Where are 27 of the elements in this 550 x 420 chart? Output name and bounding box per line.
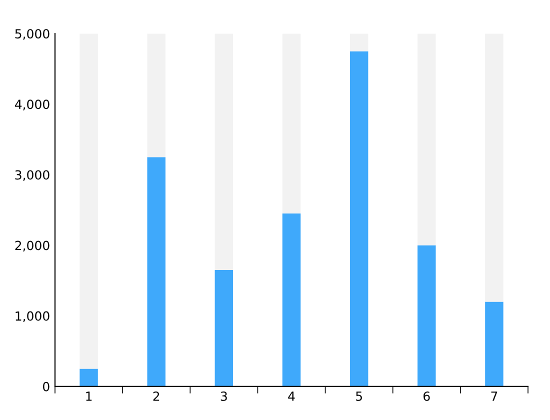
bar <box>80 368 98 386</box>
x-tick-label: 2 <box>153 391 160 401</box>
bar <box>418 34 436 246</box>
y-tick-label: 3,000 <box>15 170 50 181</box>
bar <box>350 34 368 52</box>
bar <box>147 34 166 158</box>
y-tick-label: 5,000 <box>15 29 50 40</box>
y-tick-label: 4,000 <box>14 100 50 110</box>
bar <box>485 302 504 386</box>
x-tick-label: 1 <box>86 392 92 401</box>
bar <box>214 270 234 386</box>
bar <box>282 214 301 386</box>
bar <box>80 34 98 369</box>
y-tick-label: 1,000 <box>16 311 50 322</box>
x-tick-label: 4 <box>288 392 295 401</box>
y-tick-label: 0 <box>43 382 50 392</box>
x-tick-label: 5 <box>356 392 362 401</box>
y-tick-label: 2,000 <box>15 240 50 252</box>
x-tick-label: 3 <box>220 391 227 401</box>
x-tick-label: 6 <box>424 391 430 401</box>
x-tick-label: 7 <box>491 392 498 401</box>
bar <box>485 34 504 302</box>
bar <box>147 157 166 386</box>
bar <box>214 34 234 270</box>
bar <box>350 51 368 386</box>
bar <box>418 245 436 386</box>
bar <box>282 34 301 214</box>
